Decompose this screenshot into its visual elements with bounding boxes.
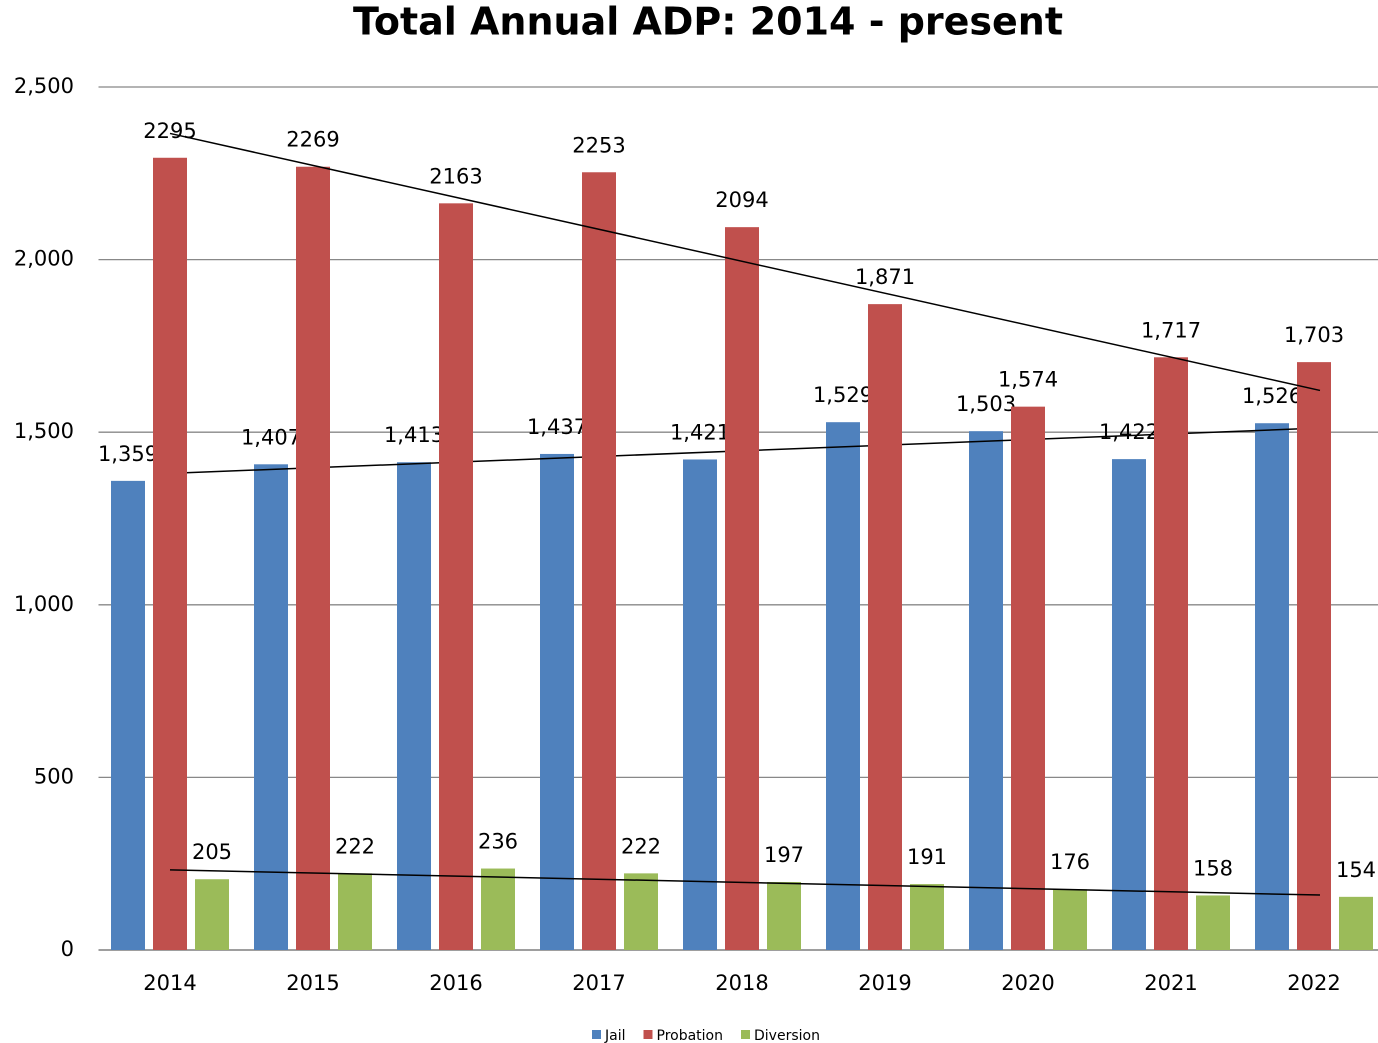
data-label: 1,422 — [1099, 420, 1159, 444]
data-label: 1,503 — [956, 392, 1016, 416]
data-label: 191 — [907, 845, 947, 869]
data-label: 2163 — [429, 164, 482, 188]
bar — [725, 227, 759, 951]
data-label: 1,359 — [98, 442, 158, 466]
data-label: 1,407 — [241, 425, 301, 449]
data-label: 1,421 — [670, 420, 730, 444]
y-tick-label: 2,500 — [14, 74, 74, 98]
bar — [254, 464, 288, 950]
x-tick-label: 2015 — [286, 971, 339, 995]
data-label: 222 — [621, 834, 661, 858]
data-label: 2295 — [143, 119, 196, 143]
bar — [540, 453, 574, 950]
bar — [826, 422, 860, 950]
bar — [910, 884, 944, 950]
x-tick-label: 2020 — [1001, 971, 1054, 995]
bar — [1297, 362, 1331, 950]
legend-swatch — [741, 1030, 750, 1039]
legend-label: Probation — [657, 1028, 724, 1043]
x-tick-label: 2022 — [1287, 971, 1340, 995]
legend-label: Diversion — [754, 1028, 820, 1043]
bar — [481, 868, 515, 950]
bar — [683, 459, 717, 950]
bar — [296, 166, 330, 950]
bar — [397, 462, 431, 950]
data-label: 2094 — [715, 188, 768, 212]
bar — [969, 431, 1003, 950]
legend-label: Jail — [604, 1028, 626, 1043]
data-label: 2253 — [572, 133, 625, 157]
bar — [1154, 357, 1188, 950]
data-label: 1,529 — [813, 383, 873, 407]
data-label: 1,413 — [384, 423, 444, 447]
bar — [1053, 889, 1087, 950]
bar — [195, 879, 229, 950]
data-label: 236 — [478, 830, 518, 854]
data-label: 1,703 — [1284, 323, 1344, 347]
data-label: 2269 — [286, 128, 339, 152]
y-tick-label: 1,000 — [14, 592, 74, 616]
y-tick-label: 1,500 — [14, 419, 74, 443]
bar — [767, 881, 801, 950]
bar — [868, 304, 902, 950]
data-label: 1,574 — [998, 368, 1058, 392]
y-tick-label: 500 — [34, 764, 74, 788]
bar — [439, 203, 473, 950]
bar — [582, 172, 616, 950]
data-label: 1,871 — [855, 265, 915, 289]
legend-swatch — [643, 1030, 653, 1039]
y-tick-label: 2,000 — [14, 247, 74, 271]
data-label: 1,526 — [1242, 384, 1302, 408]
data-label: 197 — [764, 843, 804, 867]
data-label: 205 — [192, 840, 232, 864]
x-tick-label: 2016 — [429, 971, 482, 995]
data-label: 154 — [1336, 858, 1376, 882]
data-label: 176 — [1050, 850, 1090, 874]
bar — [111, 480, 145, 950]
x-tick-label: 2014 — [143, 971, 196, 995]
y-tick-label: 0 — [61, 937, 74, 961]
bar — [1011, 406, 1045, 950]
data-label: 1,437 — [527, 415, 587, 439]
x-tick-label: 2017 — [572, 971, 625, 995]
bar — [624, 873, 658, 950]
bar — [1339, 896, 1373, 950]
chart-title: Total Annual ADP: 2014 - present — [353, 0, 1063, 44]
data-label: 222 — [335, 834, 375, 858]
x-tick-label: 2018 — [715, 971, 768, 995]
legend-swatch — [592, 1030, 601, 1039]
trendline — [169, 132, 1321, 392]
x-tick-label: 2019 — [858, 971, 911, 995]
bar — [338, 873, 372, 950]
data-label: 1,717 — [1141, 318, 1201, 342]
x-tick-label: 2021 — [1144, 971, 1197, 995]
bar — [1112, 459, 1146, 950]
trendline — [169, 869, 1321, 896]
bar — [1255, 423, 1289, 950]
bar — [153, 157, 187, 951]
bar — [1196, 895, 1230, 950]
data-label: 158 — [1193, 856, 1233, 880]
